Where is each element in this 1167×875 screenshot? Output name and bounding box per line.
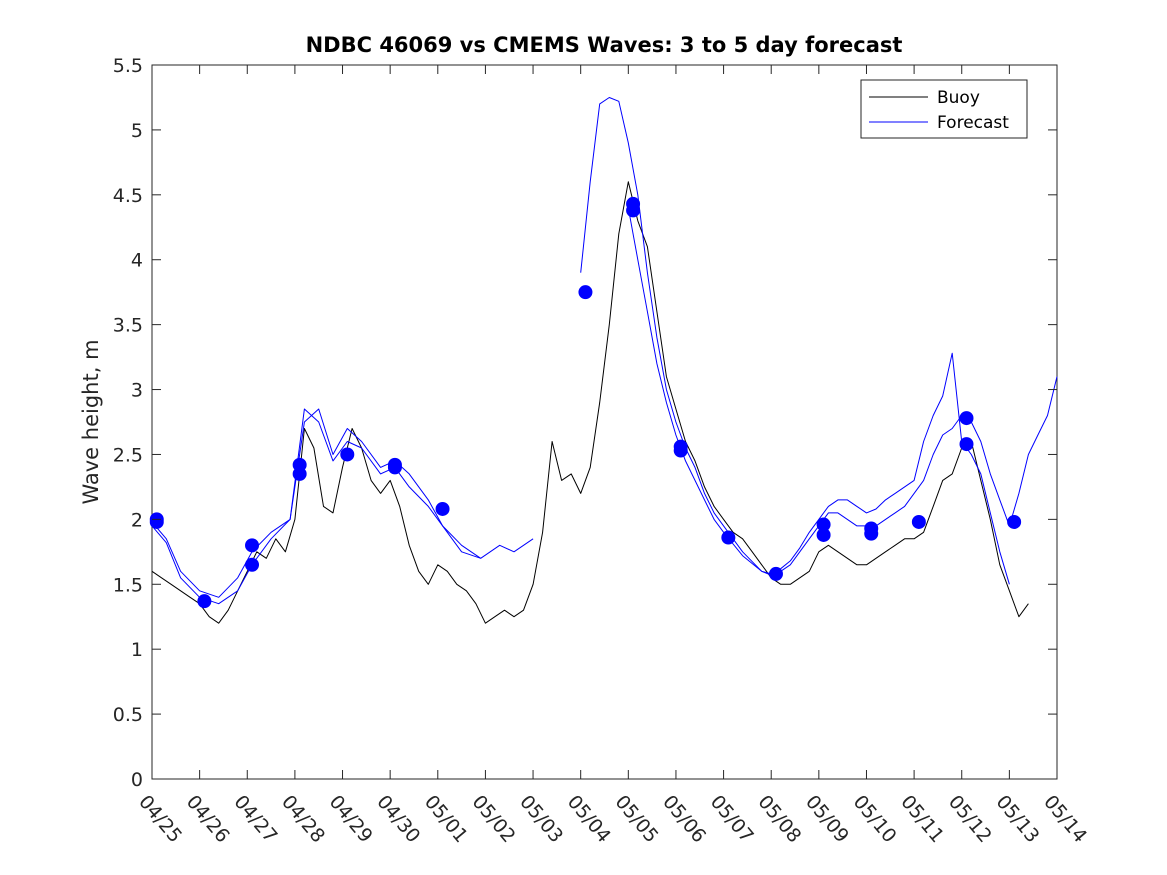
legend-buoy-label: Buoy xyxy=(937,88,980,108)
y-tick-label: 5.5 xyxy=(113,55,143,77)
forecast-marker xyxy=(435,501,450,516)
forecast-marker xyxy=(768,566,783,581)
y-axis: 0 0.5 1 1.5 2 2.5 3 3.5 4 4.5 5 5.5 xyxy=(113,55,1057,791)
y-axis-label: Wave height, m xyxy=(79,339,103,504)
x-tick-label: 05/12 xyxy=(944,791,996,847)
x-tick-label: 05/03 xyxy=(515,791,567,847)
x-tick-label: 04/30 xyxy=(372,791,424,847)
x-tick-label: 04/29 xyxy=(325,791,377,847)
forecast-marker xyxy=(245,557,260,572)
forecast-marker xyxy=(578,285,593,300)
x-tick-label: 05/01 xyxy=(420,791,472,847)
axes-box xyxy=(151,64,1058,780)
forecast-marker xyxy=(626,203,641,218)
y-tick-label: 4.5 xyxy=(113,185,143,207)
y-tick-label: 1 xyxy=(131,639,143,661)
x-tick-label: 05/04 xyxy=(563,791,615,847)
y-tick-label: 3.5 xyxy=(113,315,143,337)
x-tick-label: 04/27 xyxy=(229,791,281,847)
marker-layer xyxy=(149,196,1022,609)
y-tick-label: 2.5 xyxy=(113,444,143,466)
x-tick-label: 05/09 xyxy=(801,791,853,847)
forecast-series-line xyxy=(580,97,1058,576)
legend-box xyxy=(860,79,1028,139)
forecast-series-line xyxy=(151,408,534,598)
forecast-marker xyxy=(197,594,212,609)
forecast-marker xyxy=(340,447,355,462)
forecast-marker xyxy=(721,530,736,545)
y-tick-label: 1.5 xyxy=(113,574,143,596)
forecast-marker xyxy=(816,527,831,542)
x-tick-label: 05/05 xyxy=(610,791,662,847)
forecast-marker xyxy=(959,437,974,452)
forecast-marker xyxy=(673,443,688,458)
y-tick-label: 2 xyxy=(131,509,143,531)
x-tick-label: 05/10 xyxy=(849,791,901,847)
chart-title: NDBC 46069 vs CMEMS Waves: 3 to 5 day fo… xyxy=(306,33,903,57)
forecast-marker xyxy=(387,460,402,475)
buoy-series-line xyxy=(151,181,1029,624)
y-tick-label: 4 xyxy=(131,250,143,272)
forecast-marker xyxy=(911,514,926,529)
x-tick-label: 05/06 xyxy=(658,791,710,847)
forecast-marker xyxy=(959,411,974,426)
x-tick-label: 05/02 xyxy=(468,791,520,847)
forecast-marker xyxy=(1007,514,1022,529)
x-tick-label: 05/14 xyxy=(1039,791,1091,847)
x-tick-label: 05/07 xyxy=(706,791,758,847)
forecast-marker xyxy=(864,526,879,541)
forecast-series-line xyxy=(627,207,1010,585)
x-tick-label: 04/28 xyxy=(277,791,329,847)
legend-forecast-label: Forecast xyxy=(937,113,1009,133)
forecast-marker xyxy=(292,466,307,481)
y-tick-label: 3 xyxy=(131,380,143,402)
x-tick-label: 05/11 xyxy=(896,791,948,847)
forecast-marker xyxy=(245,538,260,553)
x-tick-label: 05/13 xyxy=(992,791,1044,847)
plot-area xyxy=(149,64,1058,780)
x-tick-label: 04/26 xyxy=(182,791,234,847)
y-tick-label: 0 xyxy=(131,769,143,791)
y-tick-label: 0.5 xyxy=(113,704,143,726)
y-tick-label: 5 xyxy=(131,120,143,142)
legend: Buoy Forecast xyxy=(860,79,1028,139)
x-tick-label: 04/25 xyxy=(134,791,186,847)
x-tick-label: 05/08 xyxy=(753,791,805,847)
